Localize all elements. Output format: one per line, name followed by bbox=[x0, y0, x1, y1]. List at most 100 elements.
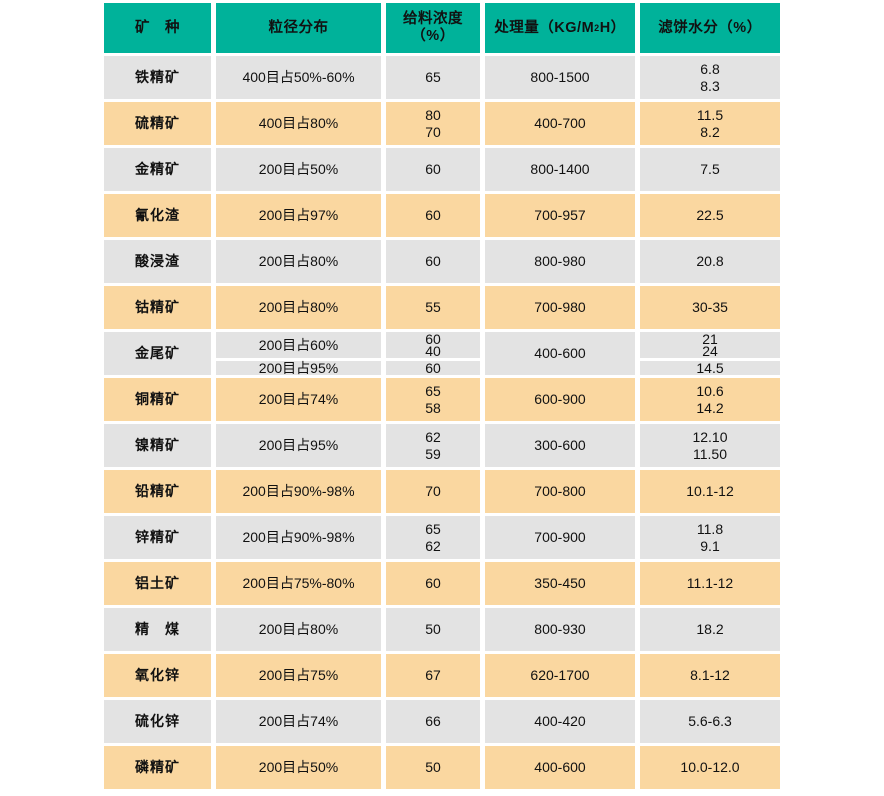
cell-mineral: 镍精矿 bbox=[104, 424, 211, 467]
cell-moisture: 11.8 9.1 bbox=[640, 516, 780, 559]
cell-line: 60 bbox=[425, 360, 441, 376]
cell-moisture: 12.10 11.50 bbox=[640, 424, 780, 467]
cell-line: 600-900 bbox=[534, 391, 586, 407]
cell-mineral: 硫精矿 bbox=[104, 102, 211, 145]
cell-concentration: 60 bbox=[386, 194, 480, 237]
cell-mineral: 氧化锌 bbox=[104, 654, 211, 697]
cell-line: 70 bbox=[425, 483, 441, 499]
cell-capacity: 800-1500 bbox=[485, 56, 635, 99]
cell-line: 58 bbox=[425, 399, 441, 416]
cell-line: 400目占80% bbox=[258, 115, 339, 131]
cell-line: 66 bbox=[425, 713, 441, 729]
cell-line: 14.2 bbox=[696, 399, 724, 416]
cell-capacity: 300-600 bbox=[485, 424, 635, 467]
cell-line: 700-957 bbox=[534, 207, 586, 223]
cell-line: 300-600 bbox=[534, 437, 586, 453]
cell-moisture: 18.2 bbox=[640, 608, 780, 651]
cell-particle: 200目占50% bbox=[216, 746, 381, 789]
cell-line: 800-930 bbox=[534, 621, 586, 637]
cell-mineral: 硫化锌 bbox=[104, 700, 211, 743]
cell-line: 200目占90%-98% bbox=[242, 529, 355, 545]
cell-mineral: 铅精矿 bbox=[104, 470, 211, 513]
cell-concentration: 65 62 bbox=[386, 516, 480, 559]
cell-particle: 200目占90%-98% bbox=[216, 516, 381, 559]
cell-line: 8.2 bbox=[700, 123, 720, 140]
cell-line: 200目占60% bbox=[258, 337, 339, 353]
cell-line: 200目占97% bbox=[258, 207, 339, 223]
cell-line: 55 bbox=[425, 299, 441, 315]
cell-mineral: 钴精矿 bbox=[104, 286, 211, 329]
cell-line: 60 bbox=[425, 161, 441, 177]
cell-particle: 200目占74% bbox=[216, 700, 381, 743]
cell-moisture-stack: 21 24 14.5 bbox=[640, 332, 780, 375]
cell-moisture: 11.5 8.2 bbox=[640, 102, 780, 145]
cell-line: 酸浸渣 bbox=[135, 253, 180, 269]
cell-line: 金尾矿 bbox=[135, 345, 180, 361]
cell-mineral: 金尾矿 bbox=[104, 332, 211, 375]
cell-line: 350-450 bbox=[534, 575, 586, 591]
cell-line: 400-700 bbox=[534, 115, 586, 131]
cell-line: 9.1 bbox=[700, 537, 720, 554]
cell-concentration: 66 bbox=[386, 700, 480, 743]
cell-concentration: 62 59 bbox=[386, 424, 480, 467]
cell-mineral: 锌精矿 bbox=[104, 516, 211, 559]
cell-line: 800-1400 bbox=[530, 161, 590, 177]
cell-line: 20.8 bbox=[696, 253, 724, 269]
cell-capacity: 800-1400 bbox=[485, 148, 635, 191]
cell-line: 700-980 bbox=[534, 299, 586, 315]
cell-line: 200目占74% bbox=[258, 391, 339, 407]
cell-particle: 200目占95% bbox=[216, 361, 381, 375]
cell-line: 700-900 bbox=[534, 529, 586, 545]
cell-line: 铜精矿 bbox=[135, 391, 180, 407]
cell-line: 400目占50%-60% bbox=[242, 69, 355, 85]
cell-line: 200目占95% bbox=[258, 437, 339, 453]
cell-mineral: 氰化渣 bbox=[104, 194, 211, 237]
cell-particle: 200目占80% bbox=[216, 608, 381, 651]
cell-capacity: 400-600 bbox=[485, 746, 635, 789]
header-label: 给料浓度（%） bbox=[403, 11, 463, 44]
cell-line: 氰化渣 bbox=[135, 207, 180, 223]
cell-concentration: 60 40 bbox=[386, 332, 480, 358]
cell-mineral: 酸浸渣 bbox=[104, 240, 211, 283]
cell-line: 620-1700 bbox=[530, 667, 590, 683]
cell-line: 硫精矿 bbox=[135, 115, 180, 131]
cell-capacity: 350-450 bbox=[485, 562, 635, 605]
cell-line: 200目占50% bbox=[258, 759, 339, 775]
cell-moisture: 30-35 bbox=[640, 286, 780, 329]
cell-line: 铝土矿 bbox=[135, 575, 180, 591]
cell-line: 镍精矿 bbox=[135, 437, 180, 453]
cell-capacity: 700-800 bbox=[485, 470, 635, 513]
cell-mineral: 铝土矿 bbox=[104, 562, 211, 605]
cell-moisture: 6.8 8.3 bbox=[640, 56, 780, 99]
cell-line: 59 bbox=[425, 445, 441, 462]
cell-line: 200目占75% bbox=[258, 667, 339, 683]
cell-moisture: 22.5 bbox=[640, 194, 780, 237]
cell-mineral: 磷精矿 bbox=[104, 746, 211, 789]
cell-particle: 200目占80% bbox=[216, 240, 381, 283]
cell-line: 200目占80% bbox=[258, 621, 339, 637]
cell-line: 磷精矿 bbox=[135, 759, 180, 775]
cell-moisture: 10.6 14.2 bbox=[640, 378, 780, 421]
cell-particle: 200目占74% bbox=[216, 378, 381, 421]
cell-line: 60 bbox=[425, 207, 441, 223]
cell-line: 62 bbox=[425, 537, 441, 554]
cell-particle: 200目占60% bbox=[216, 332, 381, 358]
cell-line: 锌精矿 bbox=[135, 529, 180, 545]
cell-line: 62 bbox=[425, 428, 441, 445]
cell-line: 10.6 bbox=[696, 382, 724, 399]
cell-concentration: 60 bbox=[386, 240, 480, 283]
cell-line: 200目占80% bbox=[258, 299, 339, 315]
cell-line: 60 bbox=[425, 575, 441, 591]
cell-capacity: 800-930 bbox=[485, 608, 635, 651]
cell-concentration: 67 bbox=[386, 654, 480, 697]
cell-line: 铁精矿 bbox=[135, 69, 180, 85]
cell-line: 6.8 bbox=[700, 60, 720, 77]
cell-line: 11.8 bbox=[696, 520, 724, 537]
cell-line: 14.5 bbox=[696, 360, 724, 376]
cell-particle: 200目占75%-80% bbox=[216, 562, 381, 605]
cell-moisture: 7.5 bbox=[640, 148, 780, 191]
cell-moisture: 10.0-12.0 bbox=[640, 746, 780, 789]
cell-line: 800-980 bbox=[534, 253, 586, 269]
cell-particle: 200目占90%-98% bbox=[216, 470, 381, 513]
cell-line: 铅精矿 bbox=[135, 483, 180, 499]
